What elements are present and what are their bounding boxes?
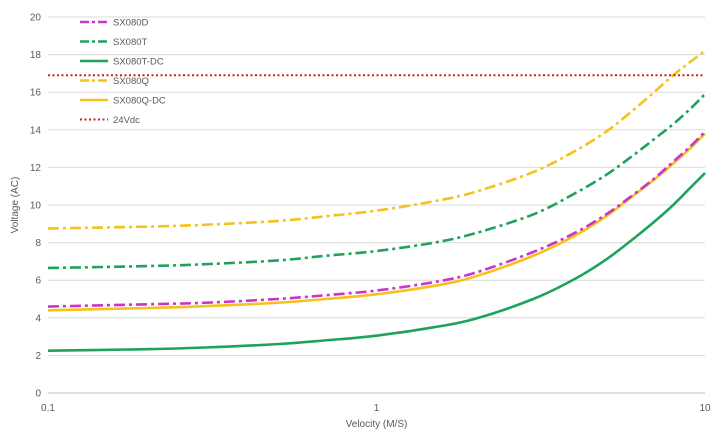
legend-label: SX080T-DC [113,57,164,68]
y-tick-label: 10 [30,201,42,212]
y-tick-label: 18 [30,50,42,61]
x-axis-label: Velocity (M/S) [346,419,408,430]
x-tick-label: 0.1 [41,403,55,414]
y-tick-label: 8 [35,238,41,249]
legend-label: 24Vdc [113,115,140,126]
y-tick-label: 14 [30,125,42,136]
x-tick-label: 1 [374,403,380,414]
y-tick-label: 2 [35,351,41,362]
legend-label: SX080D [113,18,149,29]
y-tick-label: 12 [30,163,42,174]
series-line-sx080t [47,93,706,270]
series-lines [47,49,706,352]
legend: SX080D SX080T SX080T-DC SX080Q SX080Q-DC 24Vd… [80,18,166,126]
legend-label: SX080T [113,37,148,48]
y-tick-label: 0 [35,389,41,400]
tick-labels: 0 2 4 6 8 10 12 14 16 18 20 0.1 1 10 [30,13,711,415]
series-line-sx080q-dc [47,132,706,312]
series-line-sx080t-dc [47,172,706,352]
y-tick-label: 16 [30,88,42,99]
gridlines [48,16,705,356]
y-axis-label: Voltage (AC) [10,177,21,234]
series-line-sx080d [47,130,706,308]
y-tick-label: 20 [30,13,42,24]
legend-label: SX080Q-DC [113,96,166,107]
series-line-sx080q [47,49,706,230]
y-tick-label: 6 [35,276,41,287]
x-tick-label: 10 [699,403,711,414]
legend-label: SX080Q [113,76,149,87]
y-tick-label: 4 [35,313,41,324]
